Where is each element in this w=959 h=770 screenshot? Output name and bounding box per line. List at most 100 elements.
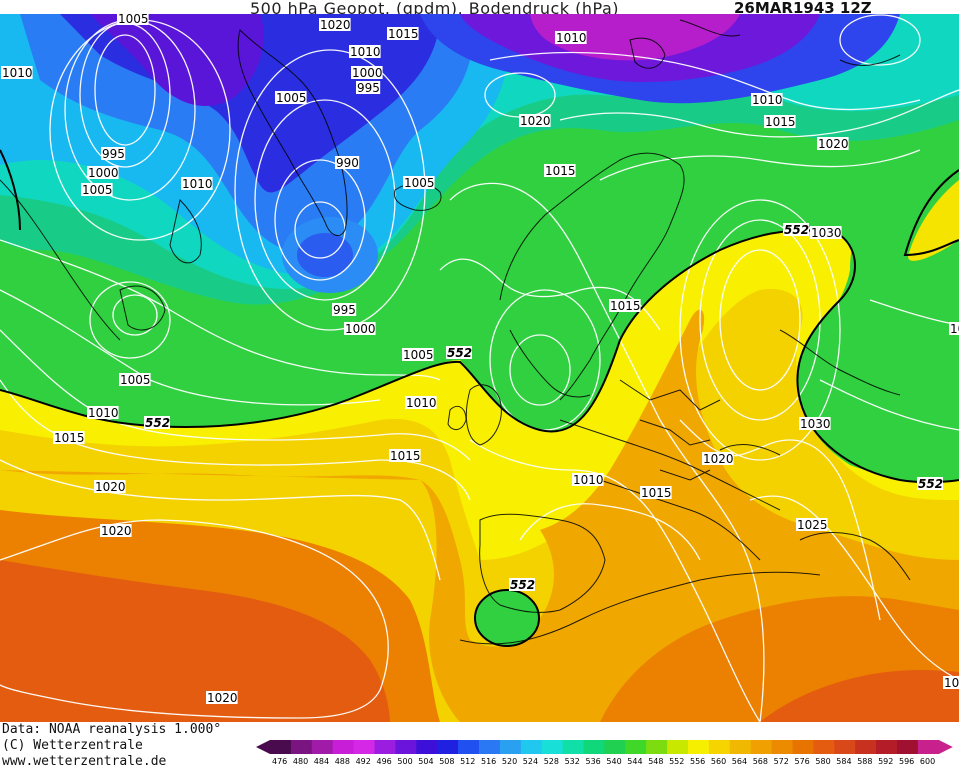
- legend-tick: 524: [523, 757, 538, 766]
- isobar-label-box: [402, 348, 434, 361]
- legend-tick: 560: [711, 757, 726, 766]
- isobar-label: 1005: [403, 348, 434, 362]
- isobar-label-box: [87, 166, 119, 179]
- isobar-label: 1020: [207, 691, 238, 705]
- isobar-label-box: [544, 164, 576, 177]
- isobar-label: 995: [357, 81, 380, 95]
- legend-tick: 512: [460, 757, 475, 766]
- legend-tick: 564: [732, 757, 747, 766]
- legend-swatch: [374, 740, 396, 754]
- legend-tick: 492: [356, 757, 371, 766]
- color-legend: 476 480 484 488 492 496 500 504 508 512 516 520 524 5…: [256, 740, 953, 766]
- legend-swatch: [667, 740, 689, 754]
- isobar-label-box: [335, 156, 360, 169]
- legend-tick: 540: [606, 757, 621, 766]
- legend-swatch: [729, 740, 752, 754]
- isobar-label-box: [751, 93, 783, 106]
- legend-swatch: [792, 740, 814, 754]
- contour-label-box: [509, 578, 535, 591]
- legend-swatch: [876, 740, 898, 754]
- title-bar: 500 hPa Geopot. (gpdm), Bodendruck (hPa)…: [0, 0, 959, 18]
- contour-552-label: 552: [510, 578, 535, 592]
- isobar-label-box: [119, 373, 151, 386]
- legend-swatch: [353, 740, 375, 754]
- isobar-label: 1015: [610, 299, 641, 313]
- legend-tick: 568: [753, 757, 768, 766]
- isobar-label: 1010: [182, 177, 213, 191]
- field-band-564: [0, 309, 959, 722]
- isobar-label-box: [519, 114, 551, 127]
- legend-tick: 592: [878, 757, 893, 766]
- map-date: 26MAR1943 12Z: [734, 0, 872, 17]
- legend-tick: 580: [815, 757, 830, 766]
- legend-tick: 596: [899, 757, 914, 766]
- isobar-label-box: [799, 417, 831, 430]
- credit-url[interactable]: www.wetterzentrale.de: [2, 754, 167, 769]
- isobar-label: 1020: [320, 18, 351, 32]
- legend-swatch: [541, 740, 564, 754]
- legend-swatch: [834, 740, 856, 754]
- isobar-label-box: [117, 14, 149, 25]
- contour-label-box: [917, 477, 943, 490]
- field-band-580: [0, 560, 390, 722]
- legend-swatch: [332, 740, 355, 754]
- legend-tick: 536: [586, 757, 601, 766]
- isobar-label-box: [810, 226, 842, 239]
- isobar-label: 1000: [352, 66, 383, 80]
- isobar-label: 1010: [950, 322, 959, 336]
- isobar-label: 1010: [88, 406, 119, 420]
- isobar-label-box: [351, 66, 383, 79]
- legend-swatch: [583, 740, 605, 754]
- isobar-label-box: [53, 431, 85, 444]
- legend-tick: 488: [335, 757, 350, 766]
- legend-tick: 584: [836, 757, 851, 766]
- isobar-label-box: [332, 303, 357, 316]
- isobar-label: 1010: [752, 93, 783, 107]
- isobar-label: 1010: [406, 396, 437, 410]
- legend-tick: 484: [314, 757, 329, 766]
- isobar-label-box: [94, 480, 126, 493]
- legend-arrow-right: [938, 740, 953, 754]
- contour-label-box: [783, 223, 809, 236]
- isobar-label: 1005: [276, 91, 307, 105]
- legend-tick: 552: [669, 757, 684, 766]
- isobar-label: 1025: [797, 518, 828, 532]
- isobar-label: 1010: [573, 473, 604, 487]
- isobar-label-box: [943, 676, 959, 689]
- legend-swatch: [604, 740, 626, 754]
- legend-tick: 576: [795, 757, 810, 766]
- legend-tick: 516: [481, 757, 496, 766]
- legend-tick: 548: [648, 757, 663, 766]
- legend-tick: 600: [920, 757, 935, 766]
- isobar-label-box: [275, 91, 307, 104]
- isobar-label: 1015: [944, 676, 959, 690]
- isobar-label-box: [389, 449, 421, 462]
- legend-swatch: [416, 740, 438, 754]
- legend-tick: 588: [857, 757, 872, 766]
- credit-copyright: (C) Wetterzentrale: [2, 738, 143, 753]
- isobar-label: 995: [102, 147, 125, 161]
- isobar-label: 1005: [82, 183, 113, 197]
- legend-arrow-left: [256, 740, 270, 754]
- legend-tick: 544: [627, 757, 642, 766]
- isobar-label-box: [405, 396, 437, 409]
- isobar-label: 1030: [800, 417, 831, 431]
- legend-swatch: [270, 740, 292, 754]
- isobar-label: 1000: [88, 166, 119, 180]
- isobar-label: 1010: [2, 66, 33, 80]
- legend-swatch: [688, 740, 710, 754]
- contour-552-label: 552: [447, 346, 472, 360]
- isobar-label-box: [181, 177, 213, 190]
- isobar-label-box: [796, 518, 828, 531]
- field-low-greenland-2: [297, 233, 353, 277]
- isobar-label: 1020: [703, 452, 734, 466]
- contour-552-labels: 552 552 552 552 552: [144, 223, 943, 592]
- isobar-label: 990: [336, 156, 359, 170]
- legend-swatch: [750, 740, 773, 754]
- isobar-label-box: [349, 45, 381, 58]
- isobar-label: 1000: [345, 322, 376, 336]
- contour-552: [0, 149, 959, 647]
- isobar-label-box: [344, 322, 376, 335]
- legend-bar: [256, 740, 953, 754]
- isobar-label: 1005: [118, 14, 149, 26]
